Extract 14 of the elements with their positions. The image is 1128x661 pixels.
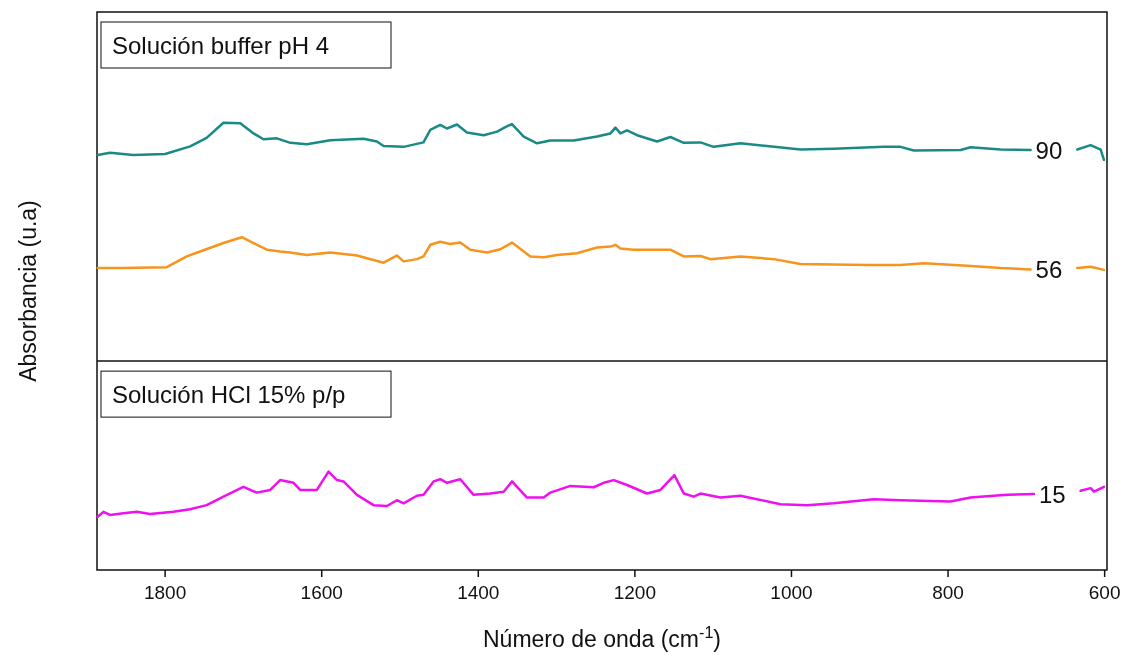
x-tick-label: 1200 (613, 582, 657, 603)
x-tick-label: 1000 (770, 582, 813, 603)
annotation: Solución HCl 15% p/p (112, 381, 346, 409)
x-tick-label: 1400 (457, 582, 500, 603)
text: Solución buffer pH 4 (112, 32, 330, 59)
series-label: 15 (1038, 480, 1066, 508)
x-axis-title: Número de onda (cm$^{-1}$) (482, 623, 722, 652)
x-tick-label: 800 (932, 582, 964, 603)
series-label: 56 (1035, 256, 1063, 284)
x-tick-label: 1600 (300, 582, 343, 603)
x-tick-label: 600 (1088, 582, 1121, 603)
x-tick-label: 1800 (143, 582, 187, 603)
series-label: 90 (1035, 136, 1063, 164)
y-axis-title: Absorbancia (u.a) (15, 200, 41, 382)
